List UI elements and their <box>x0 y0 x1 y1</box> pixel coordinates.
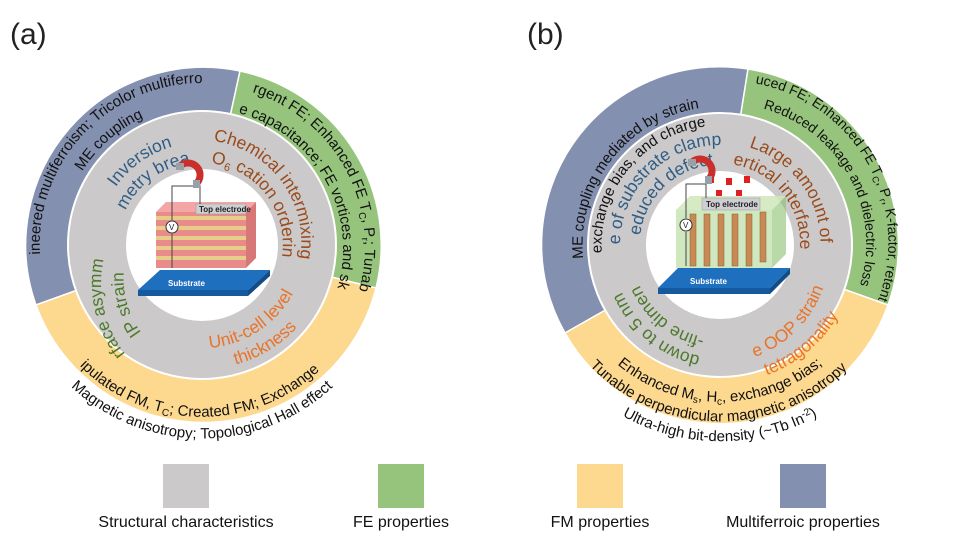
panel-b-substrate-label: Substrate <box>690 277 727 286</box>
panel-a-substrate-label: Substrate <box>168 279 205 288</box>
panel-a-label: (a) <box>10 18 47 51</box>
panel-b-voltmeter-label: V <box>683 221 689 230</box>
panel-b-magnet-icon <box>688 155 716 184</box>
legend-swatch-fm <box>577 464 623 508</box>
panel-a-substrate <box>138 270 270 290</box>
panel-b-label: (b) <box>527 18 564 51</box>
panel-a-voltmeter-icon <box>165 220 179 234</box>
legend-label-structural: Structural characteristics <box>98 514 273 531</box>
legend-swatch-multiferroic <box>780 464 826 508</box>
panel-b-voltmeter-icon <box>679 218 693 232</box>
legend-label-fe: FE properties <box>353 514 449 531</box>
legend-label-multiferroic: Multiferroic properties <box>726 514 880 531</box>
legend: Structural characteristics FE properties… <box>98 464 880 531</box>
panel-b-pillars <box>689 211 767 267</box>
panel-b-top-electrode-label: Top electrode <box>706 200 758 209</box>
panel-a-top-electrode <box>195 203 247 215</box>
panel-b-circuit-wire <box>685 183 707 266</box>
panel-a-top-electrode-label: Top electrode <box>199 205 251 214</box>
panel-b-substrate <box>658 268 790 288</box>
panel-a-voltmeter-label: V <box>169 223 175 232</box>
panel-a-magnet-icon <box>176 159 204 188</box>
panel-b-nanocomposite-device: Substrate Top electrode <box>658 155 790 294</box>
legend-label-fm: FM properties <box>551 514 650 531</box>
panel-a-circuit-wire <box>171 185 201 268</box>
panel-a: (a) Engineered multiferroism; Tricolor m… <box>0 0 382 443</box>
panel-a-superlattice-device: Substrate Top electrode V <box>138 159 270 296</box>
panel-b-top-electrode <box>701 197 761 211</box>
legend-swatch-structural <box>163 464 209 508</box>
legend-swatch-fe <box>378 464 424 508</box>
